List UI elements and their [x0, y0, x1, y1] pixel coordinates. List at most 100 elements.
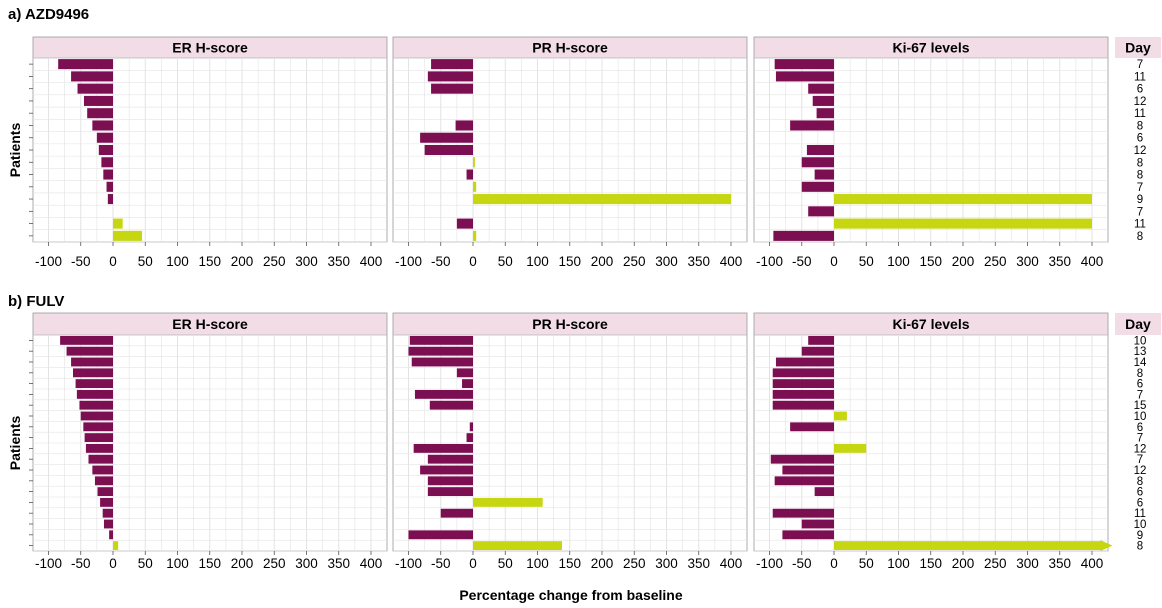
bar	[420, 132, 473, 143]
day-label: 7	[1137, 59, 1143, 71]
x-tick-label: 400	[360, 556, 383, 571]
x-tick-label: 100	[166, 254, 189, 269]
bar	[60, 335, 113, 345]
x-tick-label: -100	[756, 254, 783, 269]
day-label: 6	[1137, 497, 1143, 509]
x-tick-label: 150	[198, 556, 221, 571]
bar	[92, 120, 113, 131]
bar	[429, 400, 473, 410]
day-label: 12	[1134, 443, 1147, 455]
day-label: 6	[1137, 84, 1143, 96]
day-label: 6	[1137, 379, 1143, 391]
day-label: 10	[1134, 411, 1147, 423]
x-tick-label: 0	[109, 254, 117, 269]
y-axis-label: Patients	[7, 416, 23, 471]
bar	[816, 108, 834, 119]
x-tick-label: 150	[558, 556, 581, 571]
day-label: 12	[1134, 96, 1147, 108]
day-label: 12	[1134, 145, 1147, 157]
bar	[770, 454, 834, 464]
day-label: 8	[1137, 157, 1143, 169]
bar	[113, 541, 119, 551]
bar	[808, 206, 834, 217]
x-tick-label: 100	[526, 254, 549, 269]
x-tick-label: 400	[1081, 254, 1104, 269]
bar	[801, 157, 834, 168]
bar	[772, 368, 834, 378]
x-axis-label: Percentage change from baseline	[459, 587, 683, 603]
bar	[773, 230, 834, 241]
bar	[431, 59, 473, 70]
bar	[834, 540, 1113, 552]
bar	[427, 71, 473, 82]
panel-title: PR H-score	[532, 316, 608, 332]
day-label: 12	[1134, 465, 1147, 477]
bar	[101, 157, 113, 168]
x-tick-label: 150	[919, 254, 942, 269]
bar	[455, 120, 473, 131]
x-tick-label: 0	[830, 556, 838, 571]
bar	[94, 476, 113, 486]
bar	[420, 465, 473, 475]
bar	[71, 71, 113, 82]
x-tick-label: 50	[498, 556, 513, 571]
bar	[106, 181, 113, 192]
bar	[100, 497, 113, 507]
x-tick-label: -100	[35, 254, 62, 269]
x-tick-label: 200	[231, 254, 254, 269]
day-label: 11	[1134, 71, 1146, 83]
x-tick-label: 350	[1048, 254, 1071, 269]
x-tick-label: 200	[952, 254, 975, 269]
x-tick-label: 200	[231, 556, 254, 571]
bar	[409, 335, 473, 345]
x-tick-label: 300	[655, 556, 678, 571]
bar	[427, 454, 473, 464]
x-tick-label: 150	[558, 254, 581, 269]
panel-pr-h-score: PR H-score -100 -50 0 50 100 150 200 250 300 350 40…	[392, 36, 748, 269]
x-tick-label: 50	[859, 556, 874, 571]
bar	[431, 83, 473, 94]
bar	[801, 519, 834, 529]
bar	[98, 144, 113, 156]
x-tick-label: -50	[71, 556, 91, 571]
x-tick-label: 300	[1016, 556, 1039, 571]
x-tick-label: 0	[469, 254, 477, 269]
x-tick-label: -50	[431, 556, 451, 571]
x-tick-label: 150	[919, 556, 942, 571]
bar	[408, 530, 473, 540]
bar	[782, 465, 834, 475]
x-tick-label: -50	[431, 254, 451, 269]
bar	[775, 71, 834, 82]
bar	[834, 411, 847, 421]
day-label: 6	[1137, 422, 1143, 434]
day-label: 10	[1134, 519, 1147, 531]
panel-title: PR H-score	[532, 40, 608, 56]
panel-title: Ki-67 levels	[892, 316, 969, 332]
x-tick-label: 350	[687, 254, 710, 269]
bar	[103, 519, 113, 529]
bar	[772, 389, 834, 399]
bar	[775, 357, 834, 367]
bar	[473, 497, 543, 507]
bar	[790, 422, 834, 432]
x-tick-label: -100	[756, 556, 783, 571]
x-tick-label: 50	[138, 254, 153, 269]
bar	[83, 422, 113, 432]
panel-er-h-score: ER H-score -100 -50 0 50 100 150 200 250 300 350 40…	[29, 312, 388, 571]
panel-er-h-score: ER H-score -100 -50 0 50 100 150 200 250 300 350 40…	[29, 36, 388, 269]
x-tick-label: 100	[166, 556, 189, 571]
bar	[834, 218, 1092, 229]
bar	[772, 508, 834, 518]
x-tick-label: -100	[395, 254, 422, 269]
bar	[88, 454, 113, 464]
bar	[80, 411, 113, 421]
bar	[103, 169, 113, 180]
x-tick-label: 200	[591, 254, 614, 269]
day-header: Day	[1125, 40, 1151, 56]
bar	[814, 169, 834, 180]
bar	[466, 169, 473, 180]
bar	[58, 59, 113, 70]
x-tick-label: 250	[623, 556, 646, 571]
x-tick-label: 250	[623, 254, 646, 269]
day-label: 10	[1134, 335, 1147, 347]
